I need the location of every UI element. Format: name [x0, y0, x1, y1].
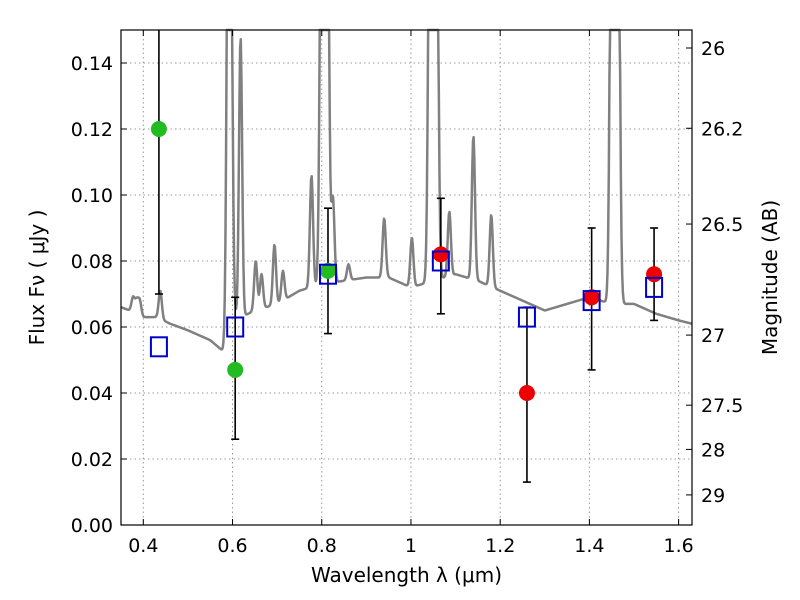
y-tick-label: 0.04 [71, 383, 113, 405]
spectrum-layer [120, 28, 693, 351]
x-tick-label: 1 [405, 535, 417, 557]
y-tick-label: 0.14 [71, 53, 113, 75]
y-tick-label: 0.12 [71, 119, 113, 141]
green-data-point [227, 361, 244, 378]
y-right-tick-label: 26.2 [701, 118, 743, 140]
x-tick-label: 0.6 [217, 535, 247, 557]
x-tick-label: 0.4 [128, 535, 158, 557]
model-box-point [645, 276, 664, 298]
green-data-point [150, 121, 167, 137]
y-right-tick-label: 27.5 [701, 395, 743, 417]
model-box-point [517, 306, 536, 328]
y-axis-right-label: Magnitude (AB) [758, 200, 782, 355]
red-data-point [646, 266, 663, 283]
y-tick-label: 0.06 [71, 317, 113, 339]
y-tick-label: 0.10 [71, 185, 113, 207]
y-axis-label: Flux Fν ( μJy ) [25, 210, 49, 346]
x-tick-label: 0.8 [307, 535, 337, 557]
x-tick-label: 1.4 [574, 535, 604, 557]
x-axis-label: Wavelength λ (μm) [311, 563, 502, 587]
model-box-point [149, 336, 168, 358]
green-data-point [319, 262, 336, 279]
model-box-point [431, 250, 450, 272]
spectrum-line [120, 28, 693, 351]
model-box-point [582, 290, 601, 312]
marker-layer [149, 121, 664, 401]
errorbar-layer [154, 30, 659, 483]
y-tick-label: 0.00 [71, 515, 113, 537]
y-right-tick-label: 28 [701, 439, 725, 461]
y-right-tick-label: 29 [701, 485, 725, 507]
y-tick-label: 0.08 [71, 251, 113, 273]
red-data-point [432, 246, 449, 263]
red-data-point [518, 385, 535, 401]
red-data-point [583, 289, 600, 306]
model-box-point [318, 263, 337, 285]
ticks-layer: 0.4 0.6 0.8 1 1.2 1.4 1.6 0.00 0.02 0.04 0.06 0.08 0… [71, 30, 743, 557]
x-tick-label: 1.6 [664, 535, 694, 557]
y-right-tick-label: 26.5 [701, 214, 743, 236]
x-tick-label: 1.2 [485, 535, 515, 557]
grid-lines [121, 30, 692, 526]
plot-frame [120, 29, 693, 526]
y-tick-label: 0.02 [71, 449, 113, 471]
model-box-point [226, 316, 245, 338]
y-right-tick-label: 26 [701, 38, 725, 60]
y-right-tick-label: 27 [701, 325, 725, 347]
